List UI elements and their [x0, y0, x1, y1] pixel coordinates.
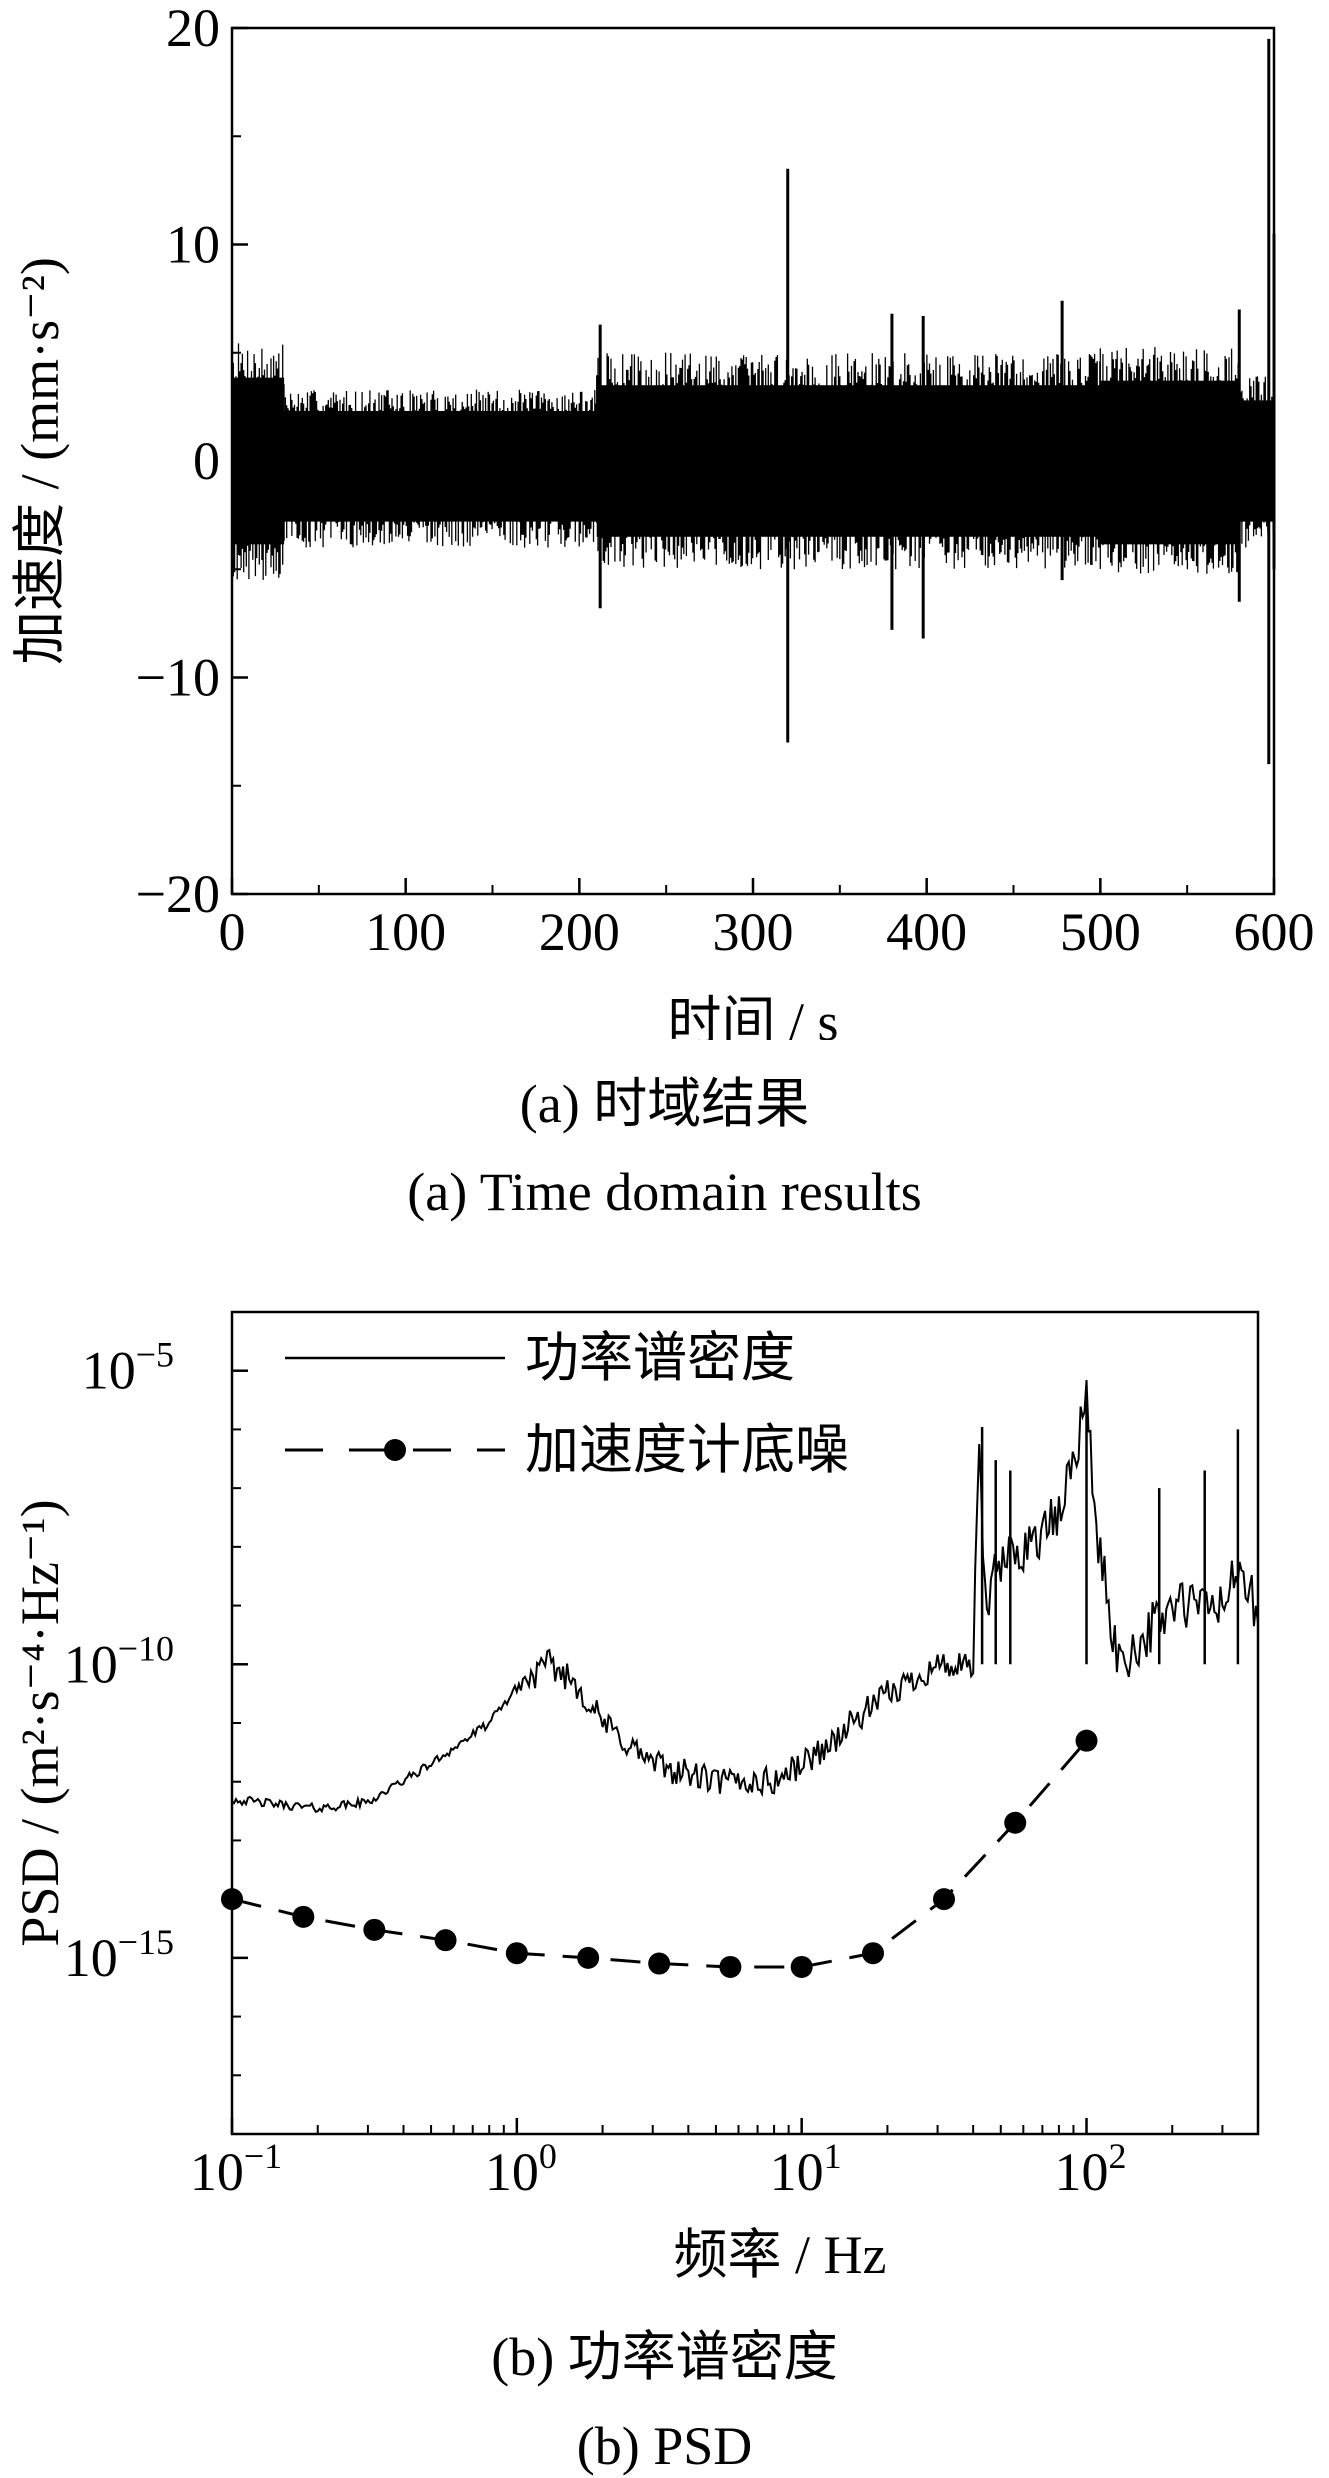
psd-x-tick-label: 10−1 [190, 2136, 282, 2202]
time-x-tick-label: 0 [219, 902, 246, 962]
psd-axis-labels: 10−1 100 101 102 10−5 10−10 10−15 [64, 1335, 1127, 2202]
time-x-tick-label: 300 [713, 902, 794, 962]
psd-y-tick-label: 10−10 [64, 1628, 174, 1694]
noise-floor-point [363, 1918, 386, 1941]
psd-x-tick-label: 102 [1055, 2136, 1127, 2202]
noise-floor-point [719, 1955, 742, 1978]
legend-noise-label: 加速度计底噪 [525, 1420, 849, 1480]
signal-trace [231, 343, 1274, 580]
noise-floor-point [790, 1955, 813, 1978]
noise-floor-point [434, 1929, 457, 1952]
time-axis-labels: 0 100 200 300 400 500 600 −20 −10 0 10 20 [136, 0, 1315, 962]
legend-psd-label: 功率谱密度 [525, 1328, 795, 1388]
legend-noise-marker [384, 1439, 406, 1461]
time-x-tick-label: 600 [1234, 902, 1315, 962]
time-y-tick-label: 0 [193, 431, 220, 491]
psd-y-axis-label: PSD / (m²·s⁻⁴·Hz⁻¹) [10, 1499, 70, 1946]
psd-y-tick-label: 10−5 [82, 1335, 174, 1401]
caption-a-cn: (a) 时域结果 [519, 1074, 810, 1134]
noise-floor-point [933, 1888, 956, 1911]
psd-series [221, 1380, 1259, 1978]
time-y-tick-label: 20 [166, 0, 220, 58]
time-x-axis-label: 时间 / s [667, 992, 838, 1040]
time-plot-frame [230, 26, 1276, 896]
noise-floor-point [577, 1946, 600, 1969]
time-x-tick-label: 400 [886, 902, 967, 962]
time-y-axis-label: 加速度 / (mm·s⁻²) [10, 257, 70, 665]
psd-x-axis-label: 频率 / Hz [674, 2225, 887, 2285]
psd-plot-frame [230, 1310, 1260, 2136]
noise-floor-line [231, 1739, 1088, 1969]
noise-floor-point [292, 1905, 315, 1928]
acceleration-trace [231, 38, 1276, 765]
psd-x-tick-label: 101 [770, 2136, 842, 2202]
noise-floor-point [1004, 1811, 1027, 1834]
noise-floor-point [505, 1942, 528, 1965]
time-y-tick-label: −20 [136, 864, 220, 924]
caption-b-en: (b) PSD [576, 2416, 753, 2476]
noise-floor-point [1075, 1729, 1098, 1752]
time-x-tick-label: 500 [1060, 902, 1141, 962]
psd-line [231, 1380, 1259, 1814]
time-x-tick-label: 200 [539, 902, 620, 962]
noise-floor-point [648, 1952, 671, 1975]
psd-y-tick-label: 10−15 [64, 1922, 174, 1988]
time-y-tick-label: 10 [166, 215, 220, 275]
time-x-tick-label: 100 [365, 902, 446, 962]
noise-floor-point [862, 1942, 885, 1965]
time-domain-chart: 0 100 200 300 400 500 600 −20 −10 0 10 20 时间 / s 加速… [10, 0, 1315, 1040]
caption-a-en: (a) Time domain results [407, 1162, 922, 1222]
caption-b-cn: (b) 功率谱密度 [491, 2327, 838, 2387]
psd-x-tick-label: 100 [485, 2136, 557, 2202]
time-y-tick-label: −10 [136, 648, 220, 708]
